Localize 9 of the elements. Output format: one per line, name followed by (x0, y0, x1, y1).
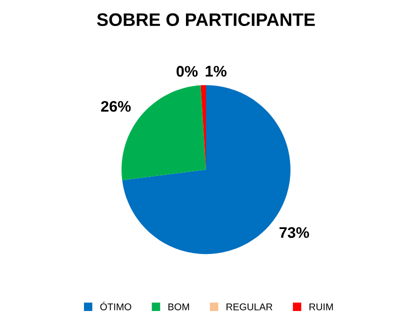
data-label: 73% (280, 227, 310, 238)
data-label: 1% (206, 66, 226, 77)
text: 0% (176, 66, 198, 77)
legend-label: RUIM (310, 304, 333, 310)
legend-label: BOM (168, 303, 189, 310)
data-label: 26% (101, 100, 131, 112)
chart-title: SOBRE O PARTICIPANTE (97, 13, 315, 26)
legend-label: REGULAR (226, 303, 272, 310)
legend-label: ÓTIMO (100, 302, 132, 310)
